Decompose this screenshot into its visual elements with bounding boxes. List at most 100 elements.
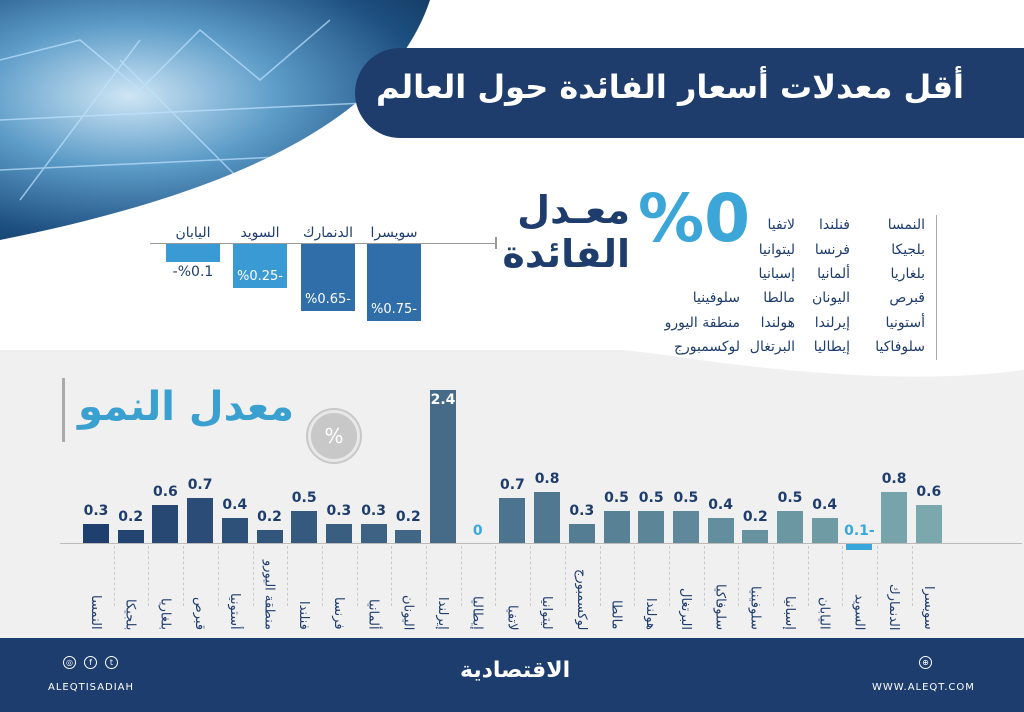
country-name: فرنسا <box>814 242 850 258</box>
growth-value-label: 0.3 <box>569 502 595 519</box>
instagram-icon[interactable]: ◎ <box>63 656 76 669</box>
growth-value-label: 2.4 <box>430 392 456 408</box>
growth-value-label: 0.4 <box>812 496 838 513</box>
page-title: أقل معدلات أسعار الفائدة حول العالم <box>376 68 964 106</box>
country-name: إيرلندا <box>814 315 850 331</box>
country-name: لوكسمبورج <box>673 339 740 355</box>
growth-category-label: لوكسمبورج <box>573 568 589 630</box>
country-name: النمسا <box>887 217 925 233</box>
growth-value-label: 0.2 <box>395 509 421 526</box>
interest-bar: %0.75- <box>367 244 421 322</box>
interest-bar: %0.25- <box>233 244 287 288</box>
category-divider <box>842 546 844 606</box>
growth-category-label: اليابان <box>816 597 832 630</box>
category-divider <box>634 546 636 606</box>
growth-bar <box>742 530 769 543</box>
growth-bar <box>221 517 248 543</box>
growth-category-label: إسبانيا <box>782 596 797 630</box>
interest-value-label: %0.75- <box>371 302 417 318</box>
growth-value-label: 0.6 <box>152 483 178 500</box>
growth-value-label: 0.3 <box>326 502 352 519</box>
growth-bar <box>83 523 109 543</box>
country-name: قبرص <box>889 290 925 306</box>
interest-value-label: %0.1- <box>172 264 214 280</box>
social-handle: ALEQTISADIAH <box>48 682 135 693</box>
growth-category-label: سلوفاكيا <box>712 583 728 630</box>
category-divider <box>668 546 670 606</box>
category-divider <box>911 546 913 606</box>
growth-category-label: إيرلندا <box>435 597 450 630</box>
interest-baseline <box>150 243 495 244</box>
country-name: فنلندا <box>818 217 850 233</box>
category-divider <box>287 546 289 606</box>
growth-bar <box>325 523 352 543</box>
category-divider <box>183 546 185 606</box>
country-name: البرتغال <box>749 339 795 355</box>
interest-category-label: سويسرا <box>370 225 418 241</box>
growth-bar <box>117 530 144 543</box>
growth-category-label: السويد <box>851 593 867 630</box>
growth-value-label: 0.8 <box>534 471 560 487</box>
interest-category-label: اليابان <box>175 225 211 241</box>
growth-value-label: 0.2 <box>257 509 282 526</box>
category-divider <box>356 546 358 606</box>
growth-bar <box>256 530 283 543</box>
growth-category-label: هولندا <box>643 598 659 630</box>
growth-value-label: 0.8 <box>881 471 907 487</box>
growth-bar <box>603 511 630 543</box>
growth-bar <box>291 511 318 543</box>
growth-value-label: 0.6 <box>916 483 942 500</box>
website-link[interactable]: WWW.ALEQT.COM <box>872 682 975 693</box>
country-name: مالطا <box>763 290 795 306</box>
country-name: هولندا <box>760 315 795 331</box>
growth-category-label: ليتوانيا <box>539 596 555 630</box>
country-name: ألمانيا <box>817 266 850 282</box>
growth-bar <box>430 390 456 543</box>
interest-value-label: %0.65- <box>305 292 351 308</box>
growth-bar <box>846 544 873 551</box>
facebook-icon[interactable]: f <box>84 656 97 669</box>
country-name: سلوفاكيا <box>875 339 925 355</box>
category-divider <box>460 546 462 606</box>
footer: ◎ f t ALEQTISADIAH الاقتصادية ⊕ WWW.ALEQ… <box>0 638 1024 712</box>
web-icon[interactable]: ⊕ <box>919 656 932 669</box>
growth-category-label: منطقة اليورو <box>261 560 277 630</box>
interest-heading-line1: معـدل <box>517 188 630 232</box>
growth-category-label: أستونيا <box>226 593 242 630</box>
category-divider <box>807 546 809 606</box>
twitter-icon[interactable]: t <box>105 656 118 669</box>
growth-category-label: النمسا <box>88 595 103 630</box>
growth-title: معدل النمو <box>78 384 295 430</box>
growth-category-label: إيطاليا <box>469 596 485 630</box>
growth-value-label: 0.2 <box>742 509 768 526</box>
growth-category-label: بلغاريا <box>157 597 173 630</box>
growth-bar <box>672 511 699 543</box>
growth-bar <box>499 498 526 543</box>
category-divider <box>599 546 601 606</box>
growth-value-label: 0.4 <box>708 496 733 513</box>
category-divider <box>495 546 497 606</box>
category-divider <box>217 546 219 606</box>
growth-value-label: 0 <box>472 523 483 539</box>
category-divider <box>564 546 566 606</box>
growth-baseline <box>60 543 1022 544</box>
growth-bar <box>152 504 179 543</box>
growth-category-label: قبرص <box>192 596 208 630</box>
wave-divider <box>0 330 1024 377</box>
category-divider <box>773 546 774 606</box>
category-divider <box>426 546 427 606</box>
category-divider <box>113 546 115 606</box>
growth-section-background <box>0 350 1024 640</box>
growth-bar <box>360 523 387 543</box>
country-name: اليونان <box>811 290 850 306</box>
growth-bar <box>638 511 665 543</box>
growth-category-label: البرتغال <box>677 588 693 630</box>
growth-value-label: 0.5 <box>673 490 699 507</box>
growth-value-label: 0.1- <box>844 523 875 539</box>
country-name: أستونيا <box>885 315 925 331</box>
growth-value-label: 0.7 <box>499 477 525 494</box>
growth-bar <box>881 492 908 543</box>
divider <box>936 215 937 360</box>
growth-category-label: بلجيكا <box>122 598 138 630</box>
growth-value-label: 0.3 <box>83 502 109 519</box>
